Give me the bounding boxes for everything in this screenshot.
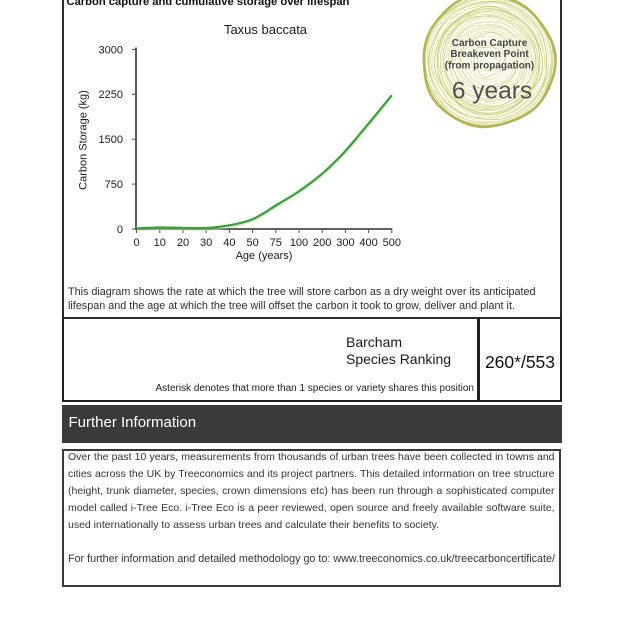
svg-text:0: 0 <box>117 224 123 236</box>
svg-text:Age (years): Age (years) <box>236 250 293 262</box>
svg-text:Carbon Storage (kg): Carbon Storage (kg) <box>78 90 90 190</box>
svg-text:2250: 2250 <box>99 89 123 101</box>
svg-text:30: 30 <box>200 237 212 249</box>
svg-text:Taxus baccata: Taxus baccata <box>224 22 308 37</box>
svg-text:500: 500 <box>383 237 401 249</box>
svg-text:50: 50 <box>246 237 258 249</box>
svg-text:20: 20 <box>177 237 189 249</box>
svg-text:6 years: 6 years <box>452 78 532 105</box>
svg-text:3000: 3000 <box>99 44 123 56</box>
svg-text:10: 10 <box>154 237 166 249</box>
svg-text:1500: 1500 <box>99 134 123 146</box>
svg-text:300: 300 <box>336 237 354 249</box>
svg-text:(from propagation): (from propagation) <box>445 60 534 71</box>
svg-text:Carbon Capture: Carbon Capture <box>452 38 528 49</box>
svg-text:400: 400 <box>359 237 377 249</box>
svg-text:100: 100 <box>290 237 308 249</box>
svg-text:750: 750 <box>105 179 123 191</box>
svg-text:40: 40 <box>223 237 235 249</box>
svg-text:0: 0 <box>134 237 140 249</box>
svg-text:75: 75 <box>270 237 282 249</box>
svg-text:Breakeven Point: Breakeven Point <box>450 49 529 60</box>
svg-text:200: 200 <box>313 237 331 249</box>
